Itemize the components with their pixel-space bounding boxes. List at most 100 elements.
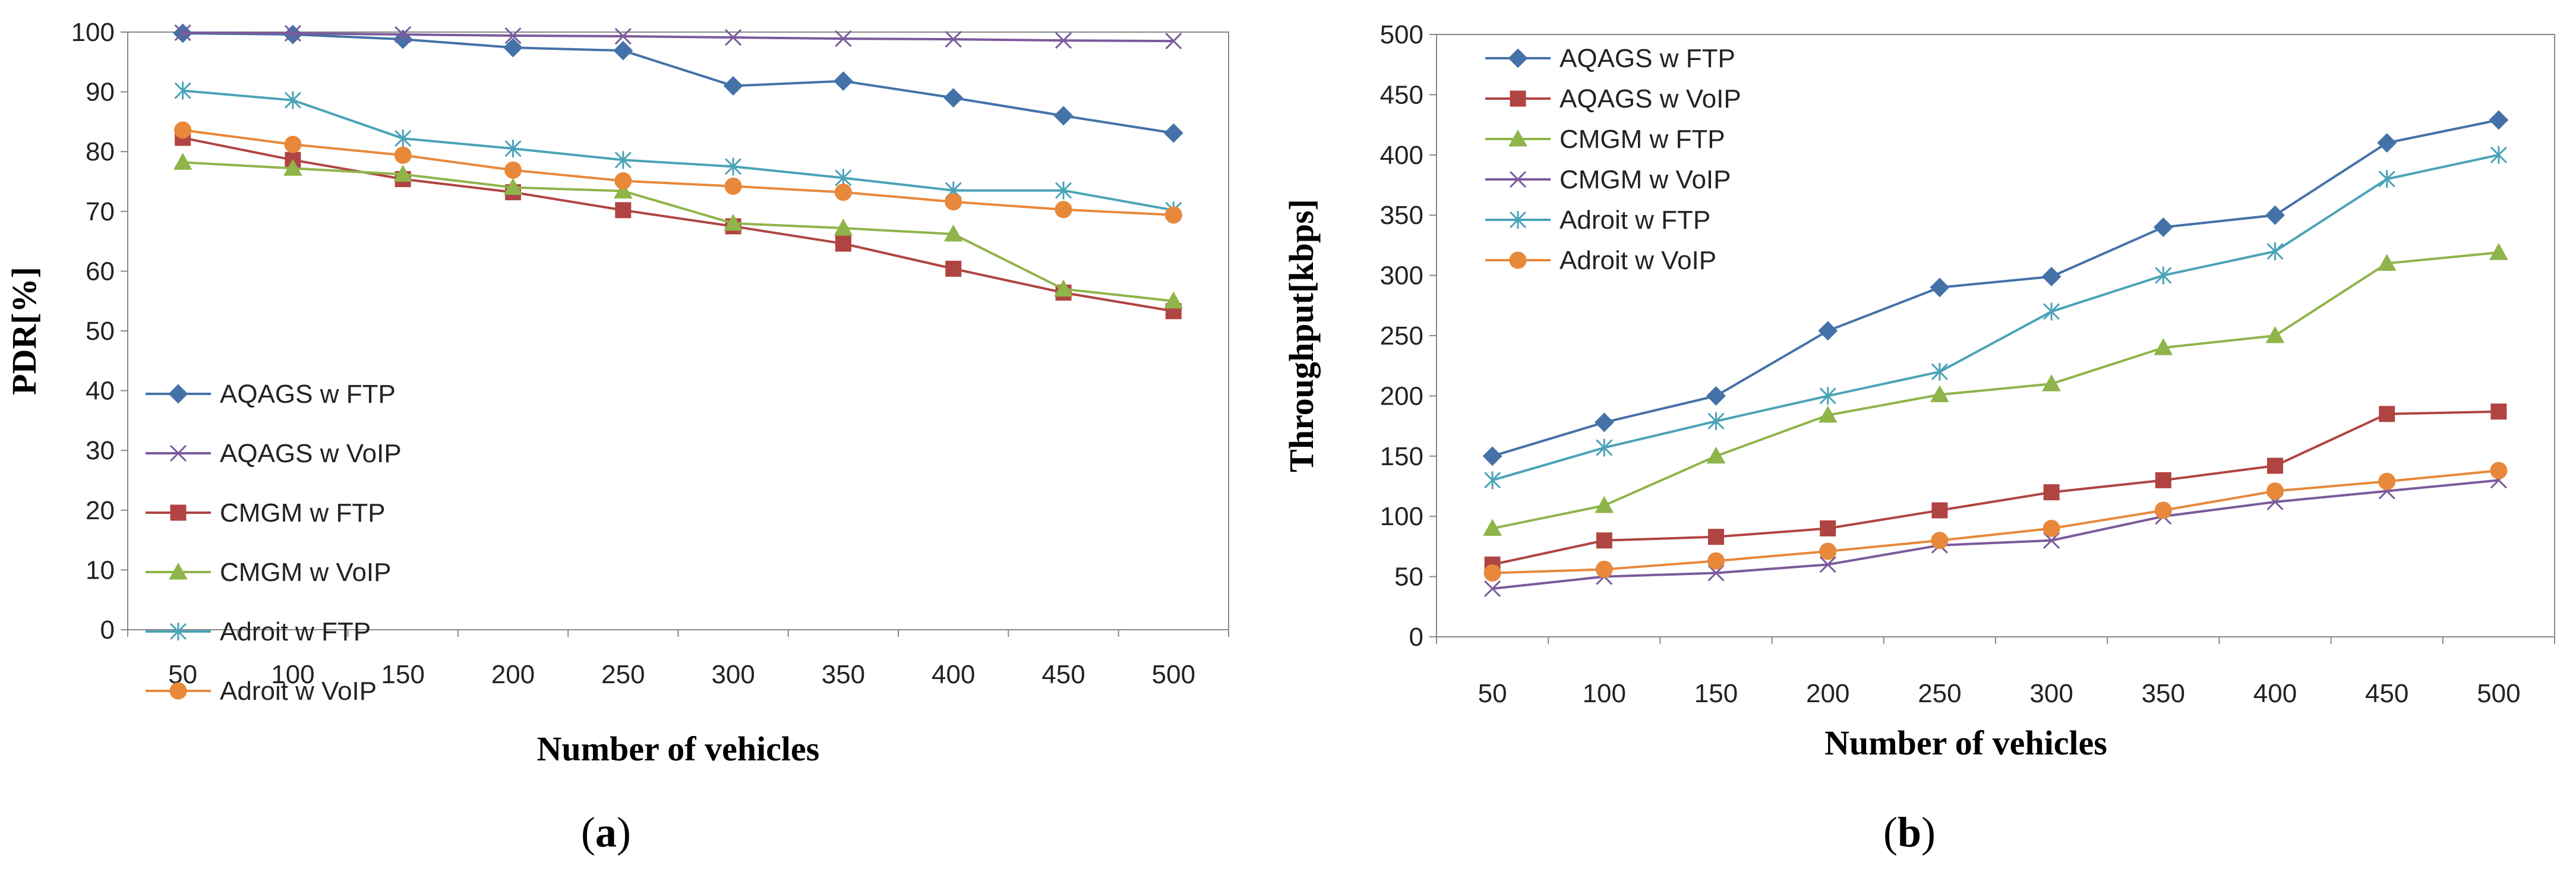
series-line: [182, 161, 1174, 302]
marker-x-stroke: [725, 29, 742, 46]
marker-x-stroke: [174, 24, 191, 42]
panel-label-a: (a): [581, 809, 631, 856]
y-tick-label: 100: [1380, 502, 1423, 531]
data-point: [284, 24, 302, 42]
legend-item-aqags-w-ftp: AQAGS w FTP: [1485, 44, 1735, 73]
legend-swatch-marker: [1509, 251, 1527, 269]
marker-diamond: [1053, 106, 1074, 126]
marker-square: [1596, 532, 1612, 549]
data-point: [1819, 387, 1836, 405]
data-point: [174, 24, 191, 42]
legend-item-adroit-w-voip: Adroit w VoIP: [146, 677, 377, 706]
marker-circle: [1707, 552, 1725, 570]
data-point: [503, 37, 523, 58]
legend-swatch-marker: [168, 384, 188, 404]
data-point: [1165, 33, 1182, 50]
data-point: [2490, 403, 2507, 420]
x-tick-label: 400: [2253, 679, 2297, 708]
y-tick-label: 400: [1380, 141, 1423, 170]
data-point: [2043, 484, 2060, 501]
y-tick-label: 250: [1380, 321, 1423, 350]
data-point: [1595, 560, 1613, 578]
marker-diamond: [1163, 123, 1183, 143]
marker-diamond: [1594, 412, 1614, 432]
data-point: [943, 224, 963, 242]
panel-label-b: (b): [1883, 809, 1936, 856]
series-line: [1492, 410, 2499, 566]
legend-swatch-marker: [1509, 170, 1527, 188]
marker-diamond: [168, 384, 188, 404]
y-tick-label: 10: [86, 555, 115, 585]
marker-diamond: [1482, 446, 1502, 466]
marker-square: [1820, 520, 1836, 536]
marker-diamond: [2489, 110, 2509, 130]
series-line: [182, 31, 1174, 43]
data-point: [393, 165, 413, 182]
data-point: [284, 91, 302, 109]
data-point: [2041, 267, 2062, 287]
data-point: [2155, 266, 2172, 285]
marker-triangle: [283, 159, 302, 176]
data-point: [1484, 580, 1501, 597]
data-point: [2266, 482, 2284, 500]
series-line: [182, 89, 1174, 211]
marker-triangle: [1508, 129, 1527, 147]
marker-square: [615, 202, 632, 219]
data-point: [614, 27, 632, 45]
data-point: [2265, 205, 2285, 225]
legend-item-adroit-w-ftp: Adroit w FTP: [1485, 206, 1710, 235]
marker-diamond: [613, 40, 633, 61]
data-point: [834, 218, 853, 236]
legend-label: AQAGS w VoIP: [1560, 84, 1741, 113]
data-point: [1708, 529, 1724, 545]
marker-circle: [169, 682, 187, 700]
data-point: [1930, 385, 1949, 402]
series-line: [182, 129, 1174, 216]
series-adroit-w-ftp: [174, 81, 1182, 219]
legend-item-aqags-w-voip: AQAGS w VoIP: [146, 439, 402, 468]
x-tick-label: 250: [1918, 679, 1961, 708]
marker-diamond: [1706, 386, 1726, 406]
x-tick-label: 450: [2365, 679, 2408, 708]
data-point: [2042, 374, 2061, 391]
marker-triangle: [2154, 338, 2173, 355]
data-point: [614, 181, 633, 199]
marker-circle: [1819, 542, 1837, 560]
y-tick-label: 0: [100, 615, 115, 645]
data-point: [394, 146, 412, 164]
marker-triangle: [614, 181, 633, 199]
x-tick-label: 350: [2142, 679, 2185, 708]
data-point: [504, 140, 522, 158]
data-point: [1483, 519, 1502, 536]
data-point: [1483, 564, 1501, 582]
y-tick-label: 500: [1380, 20, 1423, 49]
legend: AQAGS w FTP AQAGS w VoIP CMGM w FTP CMGM w …: [1485, 44, 1741, 275]
data-point: [1596, 532, 1612, 549]
legend-item-aqags-w-voip: AQAGS w VoIP: [1485, 84, 1741, 113]
chart-b-throughput: 0 50 100 150 200 250 300 350 400 450 500 50 100 150 20…: [1282, 20, 2555, 762]
series-line: [182, 137, 1174, 312]
series-line: [1492, 119, 2499, 457]
data-point: [1931, 532, 1949, 550]
marker-square: [170, 504, 187, 521]
data-point: [1595, 495, 1614, 513]
legend-label: Adroit w VoIP: [220, 677, 377, 706]
legend-item-cmgm-w-voip: CMGM w VoIP: [1485, 165, 1731, 194]
marker-x-stroke: [1484, 580, 1501, 597]
marker-triangle: [1164, 291, 1183, 309]
x-tick-label: 150: [1694, 679, 1738, 708]
marker-triangle: [943, 224, 963, 242]
marker-circle: [1931, 532, 1949, 550]
series-line: [1492, 479, 2499, 590]
x-tick-label: 200: [1806, 679, 1849, 708]
panel-paren-open: (: [581, 809, 595, 856]
x-axis-title: Number of vehicles: [537, 730, 820, 768]
data-point: [724, 178, 742, 195]
data-point: [504, 161, 522, 179]
data-point: [1706, 386, 1726, 406]
data-point: [2155, 472, 2171, 488]
marker-triangle: [2377, 254, 2397, 271]
marker-square: [2155, 472, 2171, 488]
data-point: [725, 157, 742, 176]
